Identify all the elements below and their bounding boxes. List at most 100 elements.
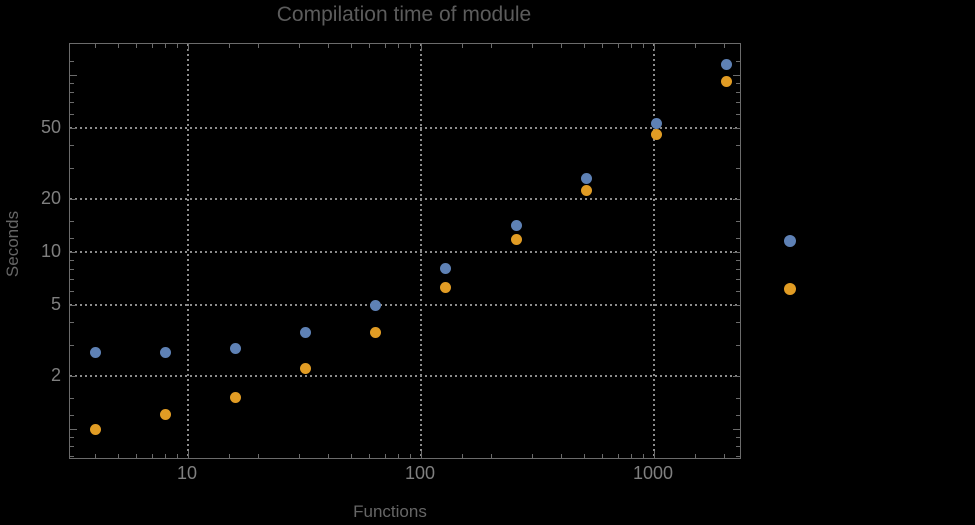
y-tick-120 bbox=[70, 60, 74, 62]
legend-marker-series-2 bbox=[784, 283, 796, 295]
x-tick-200 bbox=[491, 44, 493, 48]
data-point-series-1 bbox=[300, 327, 312, 339]
x-tick-300 bbox=[532, 44, 534, 48]
y-tick-label-10: 10 bbox=[40, 241, 61, 261]
x-tick-400 bbox=[561, 44, 563, 48]
x-tick-1000 bbox=[654, 451, 655, 458]
y-tick-0.9 bbox=[736, 437, 740, 439]
x-tick-2000 bbox=[724, 454, 726, 458]
x-tick-80 bbox=[398, 454, 400, 458]
y-tick-0.8 bbox=[736, 446, 740, 448]
x-tick-20 bbox=[258, 454, 260, 458]
x-tick-50 bbox=[350, 454, 352, 458]
chart-title: Compilation time of module bbox=[276, 3, 532, 26]
x-tick-500 bbox=[583, 44, 585, 48]
y-tick-60 bbox=[736, 114, 740, 116]
x-tick-9 bbox=[177, 44, 179, 48]
x-tick-label-100: 100 bbox=[404, 463, 436, 483]
gridline-y-5 bbox=[70, 304, 740, 307]
y-tick-label-5: 5 bbox=[50, 294, 61, 315]
y-tick-8 bbox=[736, 269, 740, 271]
data-point-series-1 bbox=[89, 347, 101, 359]
x-tick-8 bbox=[165, 44, 167, 48]
x-tick-800 bbox=[631, 44, 633, 48]
y-tick-80 bbox=[70, 92, 74, 94]
y-tick-50 bbox=[70, 128, 77, 130]
data-point-series-2 bbox=[650, 129, 662, 141]
x-tick-90 bbox=[410, 454, 412, 458]
x-tick-150 bbox=[462, 454, 464, 458]
y-tick-1.2 bbox=[736, 414, 740, 416]
x-tick-7 bbox=[151, 454, 153, 458]
x-tick-60 bbox=[369, 44, 371, 48]
data-point-series-2 bbox=[721, 75, 733, 87]
y-tick-40 bbox=[736, 145, 740, 147]
y-tick-0.7 bbox=[70, 456, 74, 458]
y-tick-30 bbox=[70, 167, 74, 169]
x-tick-6 bbox=[136, 454, 138, 458]
data-point-series-2 bbox=[580, 184, 592, 196]
data-point-series-2 bbox=[89, 423, 101, 435]
x-tick-100 bbox=[421, 44, 422, 51]
x-tick-80 bbox=[398, 44, 400, 48]
x-tick-2000 bbox=[724, 44, 726, 48]
plot-area bbox=[69, 43, 741, 459]
y-tick-100 bbox=[70, 75, 77, 76]
data-point-series-2 bbox=[370, 327, 382, 339]
y-tick-label-2: 2 bbox=[50, 364, 61, 385]
x-tick-50 bbox=[350, 44, 352, 48]
legend-marker-series-1 bbox=[784, 235, 796, 247]
y-tick-1.5 bbox=[70, 397, 74, 399]
data-point-series-1 bbox=[721, 59, 733, 71]
x-tick-100 bbox=[421, 451, 422, 458]
x-tick-700 bbox=[617, 44, 619, 48]
y-tick-5 bbox=[733, 305, 740, 307]
x-tick-label-10: 10 bbox=[176, 463, 198, 483]
y-tick-70 bbox=[736, 102, 740, 104]
gridline-y-10 bbox=[70, 251, 740, 253]
y-tick-20 bbox=[733, 198, 740, 200]
x-tick-4 bbox=[95, 454, 97, 458]
x-axis-title: Functions bbox=[353, 502, 427, 521]
y-tick-2 bbox=[733, 375, 740, 377]
y-tick-1 bbox=[70, 429, 77, 430]
y-tick-20 bbox=[70, 198, 77, 200]
data-point-series-1 bbox=[370, 299, 382, 311]
x-tick-200 bbox=[491, 454, 493, 458]
x-tick-900 bbox=[643, 454, 645, 458]
x-tick-40 bbox=[328, 44, 330, 48]
x-tick-8 bbox=[165, 454, 167, 458]
y-tick-90 bbox=[70, 83, 74, 85]
x-tick-15 bbox=[229, 44, 231, 48]
x-tick-1000 bbox=[654, 44, 655, 51]
gridline-y-50 bbox=[70, 127, 740, 130]
data-point-series-1 bbox=[580, 173, 592, 185]
x-tick-300 bbox=[532, 454, 534, 458]
y-tick-70 bbox=[70, 102, 74, 104]
y-tick-1.5 bbox=[736, 397, 740, 399]
data-point-series-2 bbox=[159, 409, 171, 421]
x-tick-800 bbox=[631, 454, 633, 458]
x-tick-40 bbox=[328, 454, 330, 458]
y-tick-7 bbox=[736, 279, 740, 281]
data-point-series-1 bbox=[440, 262, 452, 274]
y-tick-2 bbox=[70, 375, 77, 377]
data-point-series-1 bbox=[230, 342, 242, 354]
x-tick-500 bbox=[583, 454, 585, 458]
y-tick-40 bbox=[70, 145, 74, 147]
x-tick-6 bbox=[136, 44, 138, 48]
x-tick-400 bbox=[561, 454, 563, 458]
y-tick-1 bbox=[733, 429, 740, 430]
gridline-y-20 bbox=[70, 197, 740, 200]
x-tick-5 bbox=[117, 44, 119, 48]
x-tick-5 bbox=[117, 454, 119, 458]
x-tick-4 bbox=[95, 44, 97, 48]
y-tick-3 bbox=[70, 344, 74, 346]
data-point-series-2 bbox=[440, 282, 452, 294]
x-tick-7 bbox=[151, 44, 153, 48]
x-tick-70 bbox=[384, 44, 386, 48]
x-tick-label-1000: 1000 bbox=[632, 463, 674, 483]
y-tick-1.2 bbox=[70, 414, 74, 416]
y-tick-label-50: 50 bbox=[40, 117, 61, 138]
